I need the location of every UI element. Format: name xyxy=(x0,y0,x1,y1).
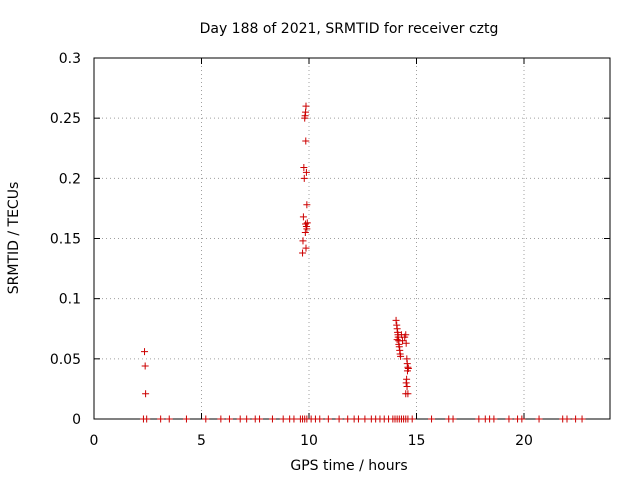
data-point xyxy=(182,415,190,423)
data-point xyxy=(578,415,586,423)
data-point xyxy=(316,415,324,423)
data-point xyxy=(303,219,311,227)
data-point xyxy=(299,213,307,221)
data-point xyxy=(535,415,543,423)
data-point xyxy=(399,337,407,345)
data-point xyxy=(518,415,526,423)
x-tick-label: 5 xyxy=(197,433,206,449)
data-point xyxy=(344,415,352,423)
data-point xyxy=(302,220,310,228)
data-point xyxy=(141,348,149,356)
data-point xyxy=(299,237,307,245)
data-point xyxy=(475,415,483,423)
data-point xyxy=(141,362,149,370)
data-point xyxy=(202,415,210,423)
data-point xyxy=(505,415,513,423)
axis-ticks xyxy=(93,57,610,420)
data-point xyxy=(217,415,225,423)
data-point xyxy=(143,415,151,423)
chart-title: Day 188 of 2021, SRMTID for receiver czt… xyxy=(200,21,499,37)
data-point xyxy=(397,352,405,360)
data-point xyxy=(300,164,308,172)
y-axis-title: SRMTID / TECUs xyxy=(6,182,22,295)
x-tick-label: 15 xyxy=(408,433,426,449)
tick-labels: 0 0.05 0.1 0.15 0.2 0.25 0.3 0 5 10 15 20 xyxy=(50,51,533,449)
y-tick-label: 0.3 xyxy=(59,51,81,67)
data-point xyxy=(301,228,309,236)
data-point xyxy=(402,331,410,339)
y-tick-label: 0.2 xyxy=(59,171,81,187)
y-tick-label: 0.05 xyxy=(50,352,81,368)
data-point xyxy=(302,244,310,252)
data-point xyxy=(299,249,307,257)
data-point xyxy=(302,168,310,176)
data-point xyxy=(402,379,410,387)
data-point xyxy=(225,415,233,423)
x-axis-title: GPS time / hours xyxy=(290,458,407,474)
data-point xyxy=(408,415,416,423)
data-point xyxy=(165,415,173,423)
y-tick-label: 0.25 xyxy=(50,111,81,127)
y-tick-label: 0 xyxy=(72,412,81,428)
y-tick-label: 0.15 xyxy=(50,232,81,248)
data-point xyxy=(403,383,411,391)
data-point xyxy=(354,415,362,423)
data-point xyxy=(572,415,580,423)
data-point xyxy=(268,415,276,423)
data-point xyxy=(302,137,310,145)
data-point xyxy=(428,415,436,423)
data-point xyxy=(449,415,457,423)
data-point xyxy=(157,415,165,423)
data-point xyxy=(279,415,287,423)
x-tick-label: 20 xyxy=(515,433,533,449)
y-tick-label: 0.1 xyxy=(59,292,81,308)
data-point xyxy=(392,316,400,324)
data-point xyxy=(563,415,571,423)
data-points xyxy=(139,102,586,423)
data-point xyxy=(300,174,308,182)
plot-frame xyxy=(93,57,611,420)
data-point xyxy=(403,360,411,368)
data-point xyxy=(142,390,150,398)
data-point xyxy=(243,415,251,423)
x-tick-label: 0 xyxy=(90,433,99,449)
data-point xyxy=(404,390,412,398)
x-tick-label: 10 xyxy=(300,433,318,449)
data-point xyxy=(393,336,401,344)
data-point xyxy=(302,102,310,110)
data-point xyxy=(236,415,244,423)
data-point xyxy=(302,108,310,116)
data-point xyxy=(290,415,298,423)
data-point xyxy=(256,415,264,423)
data-point xyxy=(324,415,332,423)
data-point xyxy=(403,367,411,375)
data-point xyxy=(303,201,311,209)
grid-lines xyxy=(94,58,610,419)
data-point xyxy=(335,415,343,423)
data-point xyxy=(402,339,410,347)
data-point xyxy=(490,415,498,423)
data-point xyxy=(361,415,369,423)
